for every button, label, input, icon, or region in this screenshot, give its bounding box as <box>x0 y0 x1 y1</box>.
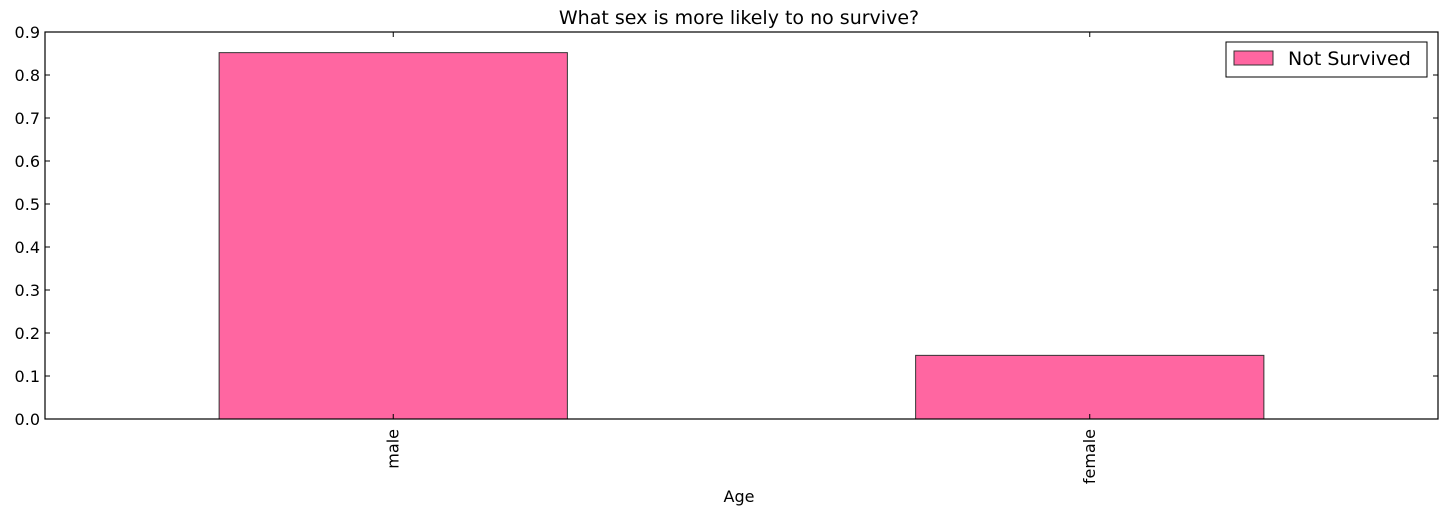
y-tick-label: 0.8 <box>15 66 40 85</box>
x-axis-label: Age <box>724 487 755 506</box>
bars-layer <box>218 52 1265 420</box>
x-tick-label: female <box>1080 429 1099 484</box>
legend-label: Not Survived <box>1288 48 1411 70</box>
y-tick-label: 0.2 <box>15 324 40 343</box>
y-tick-label: 0.1 <box>15 367 40 386</box>
plot-frame <box>44 31 1439 420</box>
y-tick-label: 0.7 <box>15 109 40 128</box>
x-axis: male female <box>383 32 1099 484</box>
legend: Not Survived <box>1225 41 1428 78</box>
y-tick-label: 0.3 <box>15 281 40 300</box>
chart-title: What sex is more likely to no survive? <box>559 7 919 29</box>
y-tick-label: 0.0 <box>15 410 40 429</box>
y-tick-label: 0.5 <box>15 195 40 214</box>
y-tick-label: 0.9 <box>15 23 40 42</box>
y-axis: 0.0 0.1 0.2 0.3 0.4 0.5 0.6 0.7 0.8 0.9 <box>15 23 1438 429</box>
x-tick-label: male <box>383 429 402 469</box>
bar-female <box>915 354 1265 420</box>
y-tick-label: 0.4 <box>15 238 40 257</box>
y-tick-label: 0.6 <box>15 152 40 171</box>
bar-male <box>218 52 568 420</box>
legend-swatch <box>1233 50 1274 66</box>
